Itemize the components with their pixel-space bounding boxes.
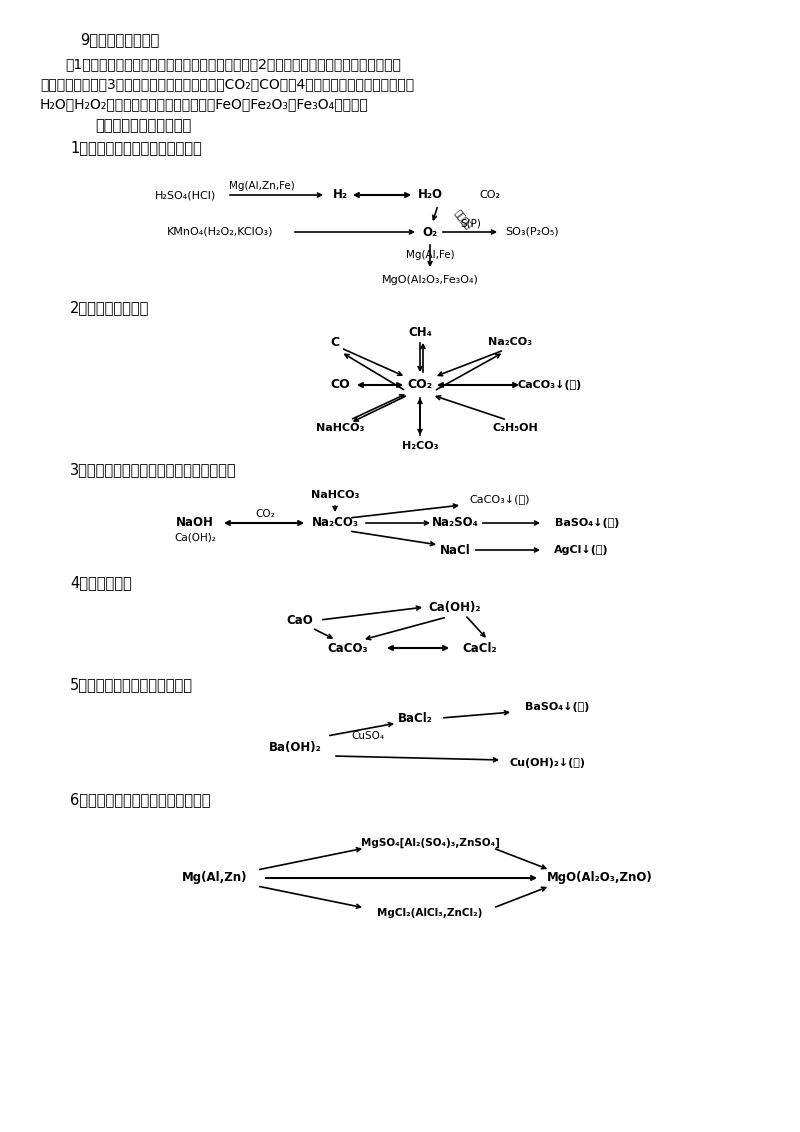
Text: BaSO₄↓(白): BaSO₄↓(白): [555, 518, 619, 528]
Text: MgO(Al₂O₃,Fe₃O₄): MgO(Al₂O₃,Fe₃O₄): [382, 275, 478, 285]
Text: H₂O: H₂O: [418, 189, 442, 201]
Text: SO₃(P₂O₅): SO₃(P₂O₅): [505, 228, 559, 237]
Text: CaCO₃↓(白): CaCO₃↓(白): [518, 380, 582, 391]
Text: BaSO₄↓(白): BaSO₄↓(白): [525, 702, 589, 712]
Text: KMnO₄(H₂O₂,KClO₃): KMnO₄(H₂O₂,KClO₃): [166, 228, 274, 237]
Text: C: C: [330, 335, 339, 349]
Text: 2．碳与碳的化合物: 2．碳与碳的化合物: [70, 300, 150, 316]
Text: 6．镁、铝、锌、铁、铜及其化合物: 6．镁、铝、锌、铁、铜及其化合物: [70, 792, 210, 807]
Text: 9．物质的特征组成: 9．物质的特征组成: [80, 33, 159, 48]
Text: CaCO₃: CaCO₃: [328, 642, 368, 654]
Text: NaHCO₃: NaHCO₃: [316, 423, 364, 434]
Text: CaCO₃↓(白): CaCO₃↓(白): [470, 495, 530, 505]
Text: MgO(Al₂O₃,ZnO): MgO(Al₂O₃,ZnO): [547, 872, 653, 884]
Text: Na₂SO₄: Na₂SO₄: [431, 516, 478, 530]
Text: CuSO₄: CuSO₄: [351, 731, 385, 741]
Text: Ca(OH)₂: Ca(OH)₂: [429, 600, 482, 614]
Text: Ca(OH)₂: Ca(OH)₂: [174, 533, 216, 543]
Text: CO₂: CO₂: [255, 509, 275, 518]
Text: 1．氧气、氢气、水、氧化物、酸: 1．氧气、氢气、水、氧化物、酸: [70, 140, 202, 155]
Text: C₂H₅OH: C₂H₅OH: [492, 423, 538, 434]
Text: Na₂CO₃: Na₂CO₃: [488, 337, 532, 348]
Text: Na₂CO₃: Na₂CO₃: [311, 516, 358, 530]
Text: 4．含钙化合物: 4．含钙化合物: [70, 575, 132, 591]
Text: Ba(OH)₂: Ba(OH)₂: [269, 741, 322, 755]
Text: NaHCO₃: NaHCO₃: [311, 490, 359, 500]
Text: Mg(Al,Fe): Mg(Al,Fe): [406, 250, 454, 260]
Text: O₂: O₂: [422, 225, 438, 239]
Text: Mg(Al,Zn): Mg(Al,Zn): [182, 872, 248, 884]
Text: S(P): S(P): [461, 218, 482, 229]
Text: AgCl↓(白): AgCl↓(白): [554, 544, 608, 555]
Text: CaO: CaO: [286, 614, 314, 626]
Text: NaCl: NaCl: [440, 543, 470, 557]
Text: 5．氢氧化钡、氯化钡、硫酸钡: 5．氢氧化钡、氯化钡、硫酸钡: [70, 677, 193, 693]
Text: NaOH: NaOH: [176, 516, 214, 530]
Text: 三、常见物质的转化关系: 三、常见物质的转化关系: [95, 119, 191, 134]
Text: Cu(OH)₂↓(蓝): Cu(OH)₂↓(蓝): [510, 758, 586, 767]
Text: H₂O和H₂O₂；具有相同元素组成的固体是FeO、Fe₂O₃、Fe₃O₄；等等。: H₂O和H₂O₂；具有相同元素组成的固体是FeO、Fe₂O₃、Fe₃O₄；等等。: [40, 97, 369, 111]
Text: CO₂: CO₂: [479, 190, 501, 200]
Text: 含有金属元素；（3）具有相同元素组成的气体是CO₂和CO；（4）具有相同元素组成的液体是: 含有金属元素；（3）具有相同元素组成的气体是CO₂和CO；（4）具有相同元素组成…: [40, 77, 414, 91]
Text: H₂: H₂: [333, 189, 347, 201]
Text: 光合作用: 光合作用: [452, 208, 472, 231]
Text: H₂SO₄(HCl): H₂SO₄(HCl): [154, 190, 216, 200]
Text: BaCl₂: BaCl₂: [398, 712, 433, 724]
Text: MgSO₄[Al₂(SO₄)₃,ZnSO₄]: MgSO₄[Al₂(SO₄)₃,ZnSO₄]: [361, 838, 499, 848]
Text: Mg(Al,Zn,Fe): Mg(Al,Zn,Fe): [229, 181, 295, 191]
Text: CaCl₂: CaCl₂: [462, 642, 498, 654]
Text: CO₂: CO₂: [407, 378, 433, 392]
Text: CO: CO: [330, 378, 350, 392]
Text: H₂CO₃: H₂CO₃: [402, 441, 438, 451]
Text: CH₄: CH₄: [408, 326, 432, 338]
Text: （1）酸中一定含有氢元素，不一定含有氧元素；（2）碱中一定含有氢、氧元素，不一定: （1）酸中一定含有氢元素，不一定含有氧元素；（2）碱中一定含有氢、氧元素，不一定: [65, 57, 401, 71]
Text: MgCl₂(AlCl₃,ZnCl₂): MgCl₂(AlCl₃,ZnCl₂): [378, 908, 482, 918]
Text: 3．氢氧化钠、碳酸钠、碳酸氢钠、氯化钠: 3．氢氧化钠、碳酸钠、碳酸氢钠、氯化钠: [70, 463, 237, 478]
